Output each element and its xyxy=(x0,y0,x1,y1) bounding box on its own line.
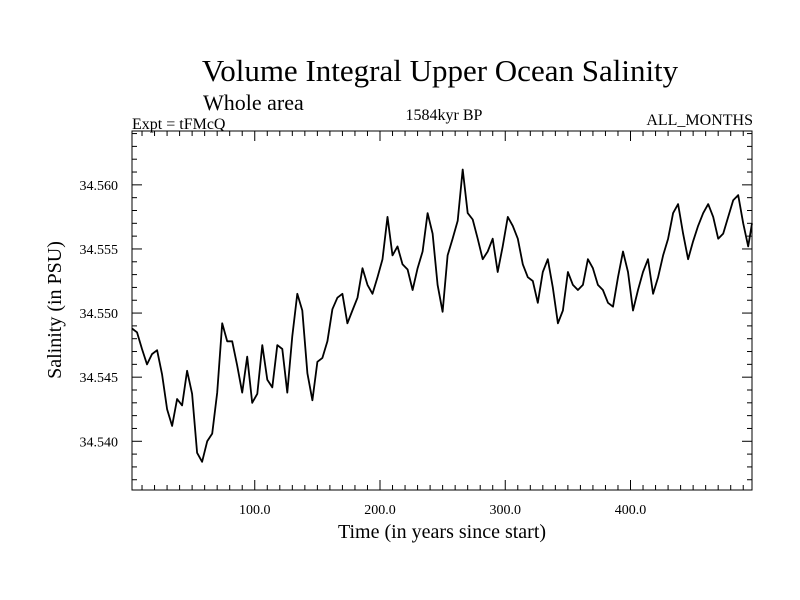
x-tick-label: 100.0 xyxy=(239,503,271,518)
x-tick-label: 300.0 xyxy=(490,503,522,518)
period-label: 1584kyr BP xyxy=(405,107,483,124)
x-tick-label: 400.0 xyxy=(615,503,647,518)
y-tick-label: 34.560 xyxy=(80,179,119,194)
series-line-salinity xyxy=(131,168,753,463)
months-label: ALL_MONTHS xyxy=(646,112,753,129)
axis-ticks xyxy=(132,131,752,490)
chart-title: Volume Integral Upper Ocean Salinity xyxy=(201,53,679,88)
y-tick-label: 34.540 xyxy=(80,435,119,450)
y-tick-label: 34.555 xyxy=(80,243,119,258)
y-tick-label: 34.545 xyxy=(80,371,119,386)
plot-frame xyxy=(131,130,753,491)
experiment-label: Expt = tFMcQ xyxy=(132,116,226,133)
axis-tick-labels: 100.0 200.0 300.0 400.0 34.540 34.545 34.550 34… xyxy=(80,179,647,518)
x-axis-label: Time (in years since start) xyxy=(338,521,546,543)
y-axis-label: Salinity (in PSU) xyxy=(44,241,66,379)
chart-subtitle: Whole area xyxy=(203,90,304,115)
y-tick-label: 34.550 xyxy=(80,307,119,322)
x-tick-label: 200.0 xyxy=(364,503,396,518)
